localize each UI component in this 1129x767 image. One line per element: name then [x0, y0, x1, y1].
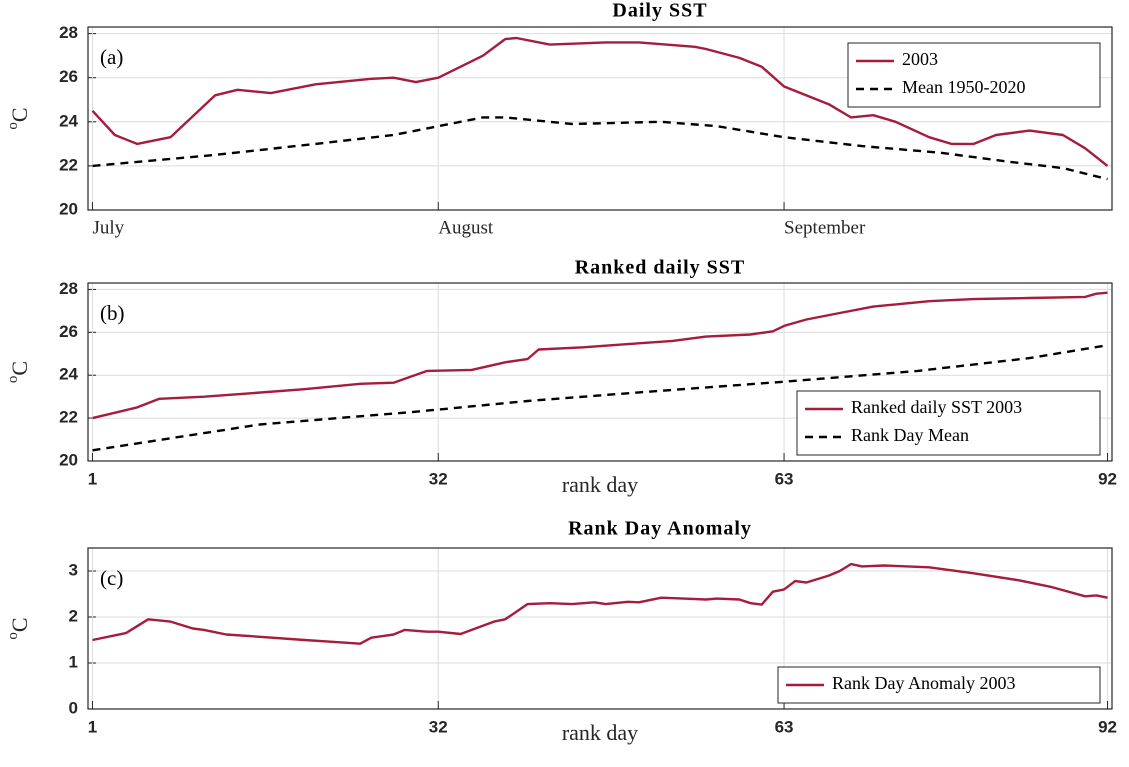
- legend-box: [777, 666, 1101, 704]
- y-axis-label-base: C: [7, 107, 32, 122]
- y-axis-label-sup: o: [5, 122, 21, 130]
- series-line: [92, 344, 1108, 452]
- x-tick-label: 63: [775, 717, 794, 736]
- y-axis-label: oC: [5, 617, 32, 639]
- panel-title: Ranked daily SST: [575, 257, 746, 279]
- series-line: [92, 562, 1108, 645]
- y-axis-label-sup: o: [5, 376, 21, 384]
- x-tick-label: 1: [88, 469, 97, 488]
- x-axis-label: rank day: [562, 472, 638, 497]
- legend-label: 2003: [902, 49, 938, 69]
- y-tick-label: 3: [69, 560, 78, 579]
- y-axis-label-base: C: [7, 617, 32, 632]
- legend-label: Mean 1950-2020: [902, 77, 1025, 97]
- x-axis-label: rank day: [562, 720, 638, 745]
- series-line: [92, 291, 1108, 420]
- x-tick-label: 92: [1098, 717, 1117, 736]
- panel-label: (a): [100, 45, 123, 69]
- panel-label: (c): [100, 566, 123, 590]
- x-tick-label: 1: [88, 717, 97, 736]
- y-tick-label: 1: [69, 652, 78, 671]
- axes-box: [87, 282, 1113, 462]
- legend-label: Rank Day Anomaly 2003: [832, 673, 1015, 693]
- x-tick-label: September: [784, 217, 866, 238]
- series-line: [92, 116, 1108, 181]
- y-tick-label: 28: [59, 23, 78, 42]
- x-tick-label: 92: [1098, 469, 1117, 488]
- x-tick-label: July: [92, 217, 124, 238]
- y-tick-label: 22: [59, 408, 78, 427]
- legend-label: Rank Day Mean: [851, 425, 969, 445]
- x-tick-label: 32: [429, 469, 448, 488]
- y-axis-label-sup: o: [5, 632, 21, 640]
- panel-title: Rank Day Anomaly: [568, 518, 752, 540]
- y-tick-label: 20: [59, 450, 78, 469]
- legend-box: [796, 390, 1101, 456]
- y-tick-label: 26: [59, 322, 78, 341]
- y-tick-label: 28: [59, 279, 78, 298]
- legend-label: Ranked daily SST 2003: [851, 397, 1022, 417]
- y-tick-label: 22: [59, 155, 78, 174]
- y-tick-label: 26: [59, 67, 78, 86]
- panel-title: Daily SST: [612, 0, 707, 22]
- y-axis-label: oC: [5, 361, 32, 383]
- axes-box: [87, 547, 1113, 710]
- x-tick-label: 63: [775, 469, 794, 488]
- y-axis-label: oC: [5, 107, 32, 129]
- panel-label: (b): [100, 301, 125, 325]
- y-tick-label: 24: [59, 365, 78, 384]
- series-line: [91, 36, 1109, 167]
- y-tick-label: 24: [59, 111, 78, 130]
- y-tick-label: 0: [69, 698, 78, 717]
- y-axis-label-base: C: [7, 361, 32, 376]
- y-tick-label: 2: [69, 606, 78, 625]
- y-tick-label: 20: [59, 199, 78, 218]
- x-tick-label: August: [438, 217, 494, 238]
- axes-box: [87, 26, 1113, 211]
- legend-box: [847, 42, 1101, 108]
- x-tick-label: 32: [429, 717, 448, 736]
